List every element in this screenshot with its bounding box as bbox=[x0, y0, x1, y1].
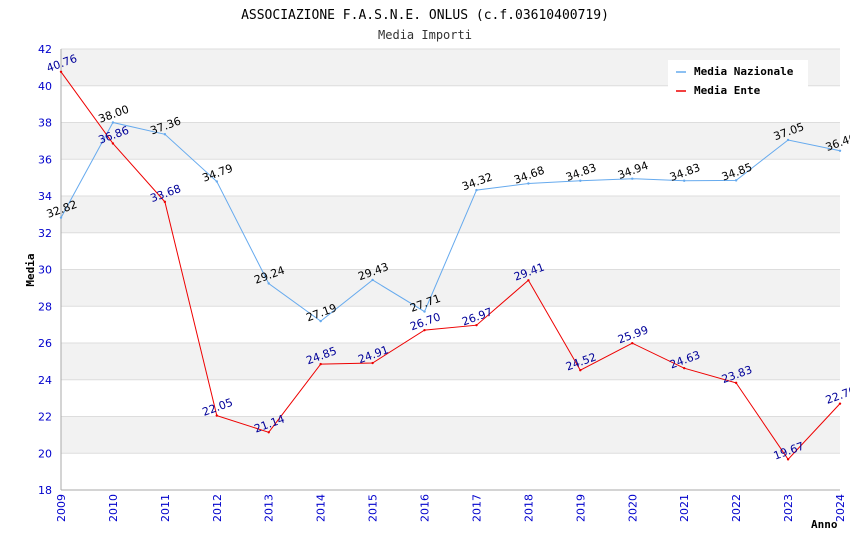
chart-subtitle: Media Importi bbox=[378, 28, 472, 42]
x-tick-label: 2014 bbox=[315, 494, 328, 522]
data-point-media-nazionale bbox=[786, 138, 790, 142]
data-point-media-ente bbox=[631, 341, 634, 345]
y-tick-labels: 18 20 22 24 26 28 30 32 34 36 38 40 42 bbox=[38, 43, 52, 497]
data-point-media-ente bbox=[683, 366, 686, 370]
y-tick-label: 24 bbox=[38, 374, 52, 387]
data-point-media-nazionale bbox=[111, 121, 115, 124]
axes bbox=[60, 49, 840, 491]
y-tick-label: 20 bbox=[38, 447, 52, 460]
grid-band bbox=[61, 269, 840, 307]
x-tick-labels: 2009 2010 2011 2012 2013 2014 2015 2016 2017 2018… bbox=[55, 494, 847, 522]
grid-bands bbox=[61, 49, 840, 490]
x-tick-label: 2021 bbox=[678, 494, 691, 522]
y-tick-label: 18 bbox=[38, 484, 52, 497]
data-point-media-ente bbox=[838, 402, 842, 405]
x-tick-label: 2016 bbox=[419, 494, 432, 522]
data-point-media-nazionale bbox=[734, 179, 738, 182]
data-point-media-ente bbox=[59, 70, 63, 73]
data-point-media-ente bbox=[475, 323, 478, 327]
data-point-media-ente bbox=[786, 458, 790, 461]
legend: Media Nazionale Media Ente bbox=[668, 60, 808, 100]
x-tick-label: 2011 bbox=[159, 494, 172, 522]
x-tick-label: 2019 bbox=[574, 494, 587, 522]
grid-band bbox=[61, 453, 840, 490]
y-tick-label: 28 bbox=[38, 300, 52, 313]
grid-band bbox=[61, 343, 840, 380]
grid-band bbox=[61, 196, 840, 233]
legend-label-media-nazionale: Media Nazionale bbox=[694, 65, 794, 78]
data-point-media-ente bbox=[267, 431, 270, 434]
x-tick-label: 2010 bbox=[107, 494, 120, 522]
data-point-media-nazionale bbox=[215, 180, 218, 183]
grid-band bbox=[61, 416, 840, 454]
grid-band bbox=[61, 159, 840, 196]
data-point-media-ente bbox=[527, 279, 530, 282]
grid-band bbox=[61, 122, 840, 160]
grid-band bbox=[61, 306, 840, 343]
x-tick-label: 2017 bbox=[470, 494, 483, 522]
data-point-media-ente bbox=[319, 362, 322, 366]
y-tick-label: 34 bbox=[38, 190, 52, 203]
x-tick-label: 2018 bbox=[522, 494, 535, 522]
x-tick-label: 2024 bbox=[834, 494, 847, 522]
y-tick-label: 42 bbox=[38, 43, 52, 56]
data-point-media-nazionale bbox=[527, 182, 530, 185]
data-point-media-nazionale bbox=[59, 216, 63, 219]
series-lines bbox=[59, 70, 842, 461]
y-tick-label: 32 bbox=[38, 227, 52, 240]
data-point-media-nazionale bbox=[267, 282, 270, 285]
data-point-media-nazionale bbox=[163, 133, 167, 136]
data-point-media-nazionale bbox=[319, 319, 322, 323]
x-tick-label: 2022 bbox=[730, 494, 743, 522]
y-tick-label: 36 bbox=[38, 153, 52, 166]
x-tick-label: 2012 bbox=[211, 494, 224, 522]
series-line-media-nazionale bbox=[60, 121, 841, 322]
grid-band bbox=[61, 379, 840, 417]
data-point-media-nazionale bbox=[371, 278, 374, 282]
x-tick-label: 2013 bbox=[263, 494, 276, 522]
y-tick-label: 26 bbox=[38, 337, 52, 350]
x-axis-label: Anno bbox=[811, 518, 838, 531]
y-tick-label: 30 bbox=[38, 264, 52, 277]
x-tick-label: 2023 bbox=[782, 494, 795, 522]
y-tick-label: 22 bbox=[38, 411, 52, 424]
series-line-media-ente bbox=[60, 71, 841, 461]
data-point-media-ente bbox=[371, 361, 374, 365]
y-tick-label: 38 bbox=[38, 117, 52, 130]
data-point-media-ente bbox=[423, 328, 426, 332]
data-point-media-nazionale bbox=[683, 179, 686, 182]
chart-title: ASSOCIAZIONE F.A.S.N.E. ONLUS (c.f.03610… bbox=[241, 8, 609, 23]
y-tick-label: 40 bbox=[38, 80, 52, 93]
data-point-media-ente bbox=[215, 414, 218, 417]
data-point-media-nazionale bbox=[423, 310, 426, 313]
data-point-media-nazionale bbox=[838, 149, 842, 152]
legend-label-media-ente: Media Ente bbox=[694, 84, 761, 97]
data-point-media-nazionale bbox=[631, 177, 634, 180]
y-axis-label: Media bbox=[24, 253, 37, 286]
legend-box bbox=[668, 60, 808, 100]
data-point-media-ente bbox=[111, 142, 115, 145]
x-tick-label: 2015 bbox=[367, 494, 380, 522]
data-point-media-ente bbox=[734, 381, 738, 385]
data-point-media-nazionale bbox=[475, 188, 478, 192]
x-tick-label: 2020 bbox=[626, 494, 639, 522]
data-point-media-nazionale bbox=[579, 179, 582, 182]
data-point-media-ente bbox=[163, 200, 167, 204]
x-tick-label: 2009 bbox=[55, 494, 68, 522]
data-point-media-ente bbox=[579, 368, 582, 372]
